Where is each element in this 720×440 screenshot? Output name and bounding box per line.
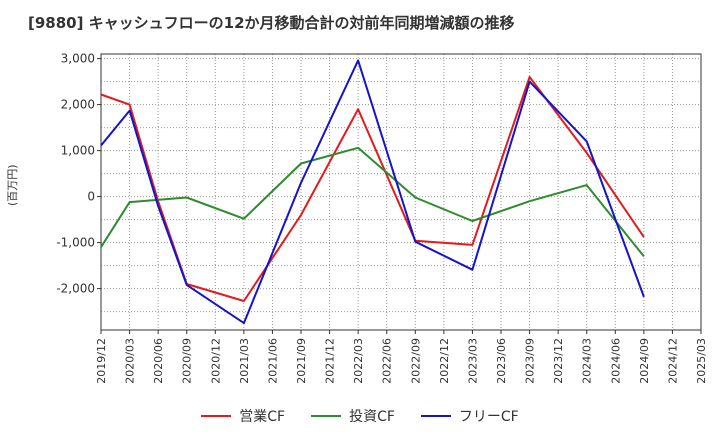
legend-label-free-cf: フリーCF: [458, 409, 519, 425]
legend-item-investing-cf: 投資CF: [311, 406, 395, 426]
x-tick-label: 2024/12: [666, 338, 679, 384]
x-tick-label: 2021/03: [238, 338, 251, 384]
y-tick-label: -1,000: [56, 236, 95, 250]
y-tick-label: 1,000: [61, 144, 95, 158]
x-tick-label: 2024/09: [638, 338, 651, 384]
y-tick-label: 2,000: [61, 98, 95, 112]
legend-swatch-free-cf: [420, 415, 451, 417]
plot-border: [100, 53, 702, 331]
x-tick-label: 2022/03: [352, 338, 365, 384]
x-tick-label: 2020/12: [209, 338, 222, 384]
x-tick-label: 2021/09: [295, 338, 308, 384]
x-tick-label: 2023/09: [524, 338, 537, 384]
legend-item-operating-cf: 営業CF: [201, 406, 285, 426]
x-tick-label: 2023/12: [552, 338, 565, 384]
x-tick-label: 2025/03: [695, 338, 708, 384]
x-tick-label: 2024/06: [609, 338, 622, 384]
x-tick-label: 2019/12: [95, 338, 108, 384]
legend-swatch-investing-cf: [311, 415, 342, 417]
x-tick-label: 2021/06: [266, 338, 279, 384]
plot-area: [101, 54, 701, 330]
y-tick-label: 3,000: [61, 52, 95, 66]
legend-label-operating-cf: 営業CF: [239, 409, 286, 425]
x-tick-label: 2020/03: [124, 338, 137, 384]
x-tick-label: 2021/12: [324, 338, 337, 384]
x-tick-label: 2023/06: [495, 338, 508, 384]
x-tick-label: 2024/03: [581, 338, 594, 384]
y-tick-label: -2,000: [56, 282, 95, 296]
chart-title: [9880] キャッシュフローの12か月移動合計の対前年同期増減額の推移: [28, 14, 515, 32]
x-tick-label: 2022/12: [438, 338, 451, 384]
x-tick-label: 2022/09: [409, 338, 422, 384]
x-tick-label: 2022/06: [381, 338, 394, 384]
legend-item-free-cf: フリーCF: [420, 406, 519, 426]
series-line-0: [100, 76, 645, 302]
y-tick-label: 0: [87, 190, 95, 204]
legend-label-investing-cf: 投資CF: [349, 409, 395, 425]
x-tick-label: 2020/06: [152, 338, 165, 384]
x-tick-label: 2023/03: [466, 338, 479, 384]
legend-swatch-operating-cf: [201, 415, 232, 417]
x-tick-label: 2020/09: [181, 338, 194, 384]
legend: 営業CF 投資CF フリーCF: [0, 402, 720, 430]
series-line-2: [100, 59, 645, 325]
series-line-1: [100, 146, 645, 258]
